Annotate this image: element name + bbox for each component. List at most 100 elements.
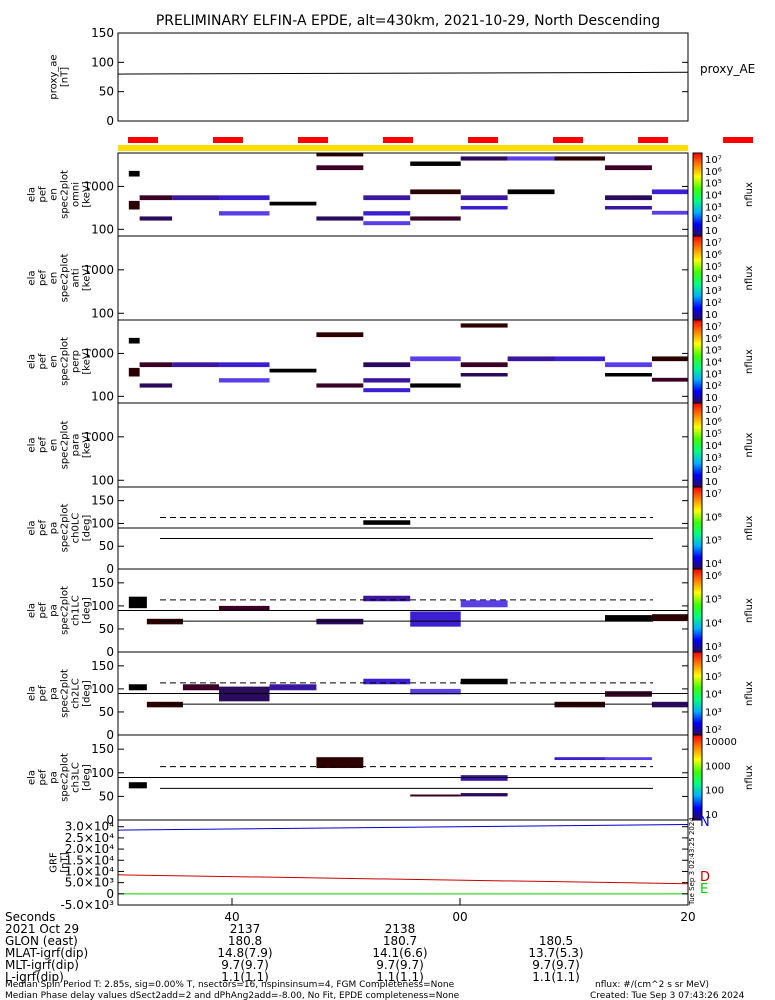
ephemeris-row-label: MLAT-igrf(dip) (5, 946, 88, 960)
y-tick-label: 0 (106, 562, 114, 576)
heatmap-cell (316, 383, 364, 388)
y-axis-label: pef (38, 437, 49, 454)
y-axis-label: spec2plot (60, 669, 71, 718)
y-axis-label: ela (27, 603, 38, 618)
colorbar-label: nflux (744, 349, 755, 374)
heatmap-cell (460, 600, 508, 608)
heatmap-cell (128, 200, 140, 210)
heatmap-cell (139, 362, 173, 368)
y-tick-label: 0 (106, 114, 114, 128)
y-axis-label: [keV] (82, 432, 93, 458)
y-axis-label: [keV] (82, 181, 93, 207)
colorbar-tick-label: 10⁵ (705, 179, 722, 190)
colorbar-tick-label: 10 (705, 477, 718, 488)
heatmap-cell (219, 378, 270, 383)
y-axis-label: pa (49, 604, 60, 616)
heatmap-cell (128, 367, 140, 377)
colorbar (692, 734, 703, 821)
heatmap-cell (507, 156, 555, 161)
colorbar-tick-label: 10⁵ (705, 262, 722, 273)
heatmap-cell (219, 362, 270, 368)
heatmap-cell (410, 383, 461, 388)
colorbar-tick-label: 10⁴ (705, 358, 722, 369)
heatmap-cell (651, 210, 688, 215)
colorbar-tick-label: 10⁶ (705, 167, 722, 178)
y-axis-label: pef (38, 602, 49, 619)
y-tick-label: 150 (91, 576, 114, 590)
heatmap-cell (410, 356, 461, 362)
heatmap-cell (128, 782, 147, 789)
heatmap-cell (363, 378, 411, 383)
y-axis-label: [deg] (82, 515, 93, 542)
y-axis-label: spec2plot (60, 421, 71, 470)
heatmap-cell (554, 757, 606, 761)
y-tick-label: 0 (106, 728, 114, 742)
vertical-timestamp: Tue Sep 3 02:43:25 2024 (688, 817, 696, 906)
ephemeris-value: 180.7 (383, 934, 417, 948)
colorbar-label: nflux (744, 182, 755, 207)
colorbar-tick-label: 10 (705, 310, 718, 321)
heatmap-cell (172, 195, 220, 201)
y-tick-label: 100 (91, 55, 114, 69)
y-axis-label: [nT] (60, 852, 71, 872)
colorbar-tick-label: 10² (705, 381, 722, 392)
heatmap-cell (139, 195, 173, 201)
y-tick-label: 0 (106, 813, 114, 827)
heatmap-cell (219, 211, 270, 216)
ephemeris-value: 9.7(9.7) (376, 958, 424, 972)
heatmap-cell (363, 221, 411, 226)
y-axis-label: en (49, 355, 60, 368)
y-tick-label: 5.0×10³ (65, 876, 114, 890)
colorbar-tick-label: 10⁶ (705, 571, 722, 582)
y-axis-label: spec2plot (60, 586, 71, 635)
colorbar-tick-label: 10 (705, 810, 718, 821)
panel-9: 05.0×10³1.0×10⁴1.5×10⁴2.0×10⁴2.5×10⁴3.0×… (49, 815, 711, 912)
ephemeris-value: 14.8(7.9) (217, 946, 272, 960)
heatmap-cell (460, 372, 508, 377)
heatmap-cell (651, 614, 688, 622)
y-tick-label: 50 (99, 539, 114, 553)
y-tick-label: 0 (106, 645, 114, 659)
x-tick-label: 20 (680, 910, 695, 924)
y-axis-label: perp (71, 350, 82, 373)
panel-frame (117, 819, 689, 906)
heatmap-cell (269, 201, 317, 206)
panel-frame (117, 32, 689, 122)
colorbar-tick-label: 10³ (705, 453, 722, 464)
y-axis-label: ela (27, 686, 38, 701)
ephemeris-value: 1.1(1.1) (376, 970, 424, 984)
x-tick-label: 00 (452, 910, 467, 924)
stripe-segment (638, 137, 669, 143)
y-tick-label: 1000 (83, 179, 114, 193)
heatmap-cell (363, 211, 411, 216)
y-axis-label: pef (38, 186, 49, 203)
heatmap-cell (460, 678, 508, 685)
x-tick-label: 40 (224, 910, 239, 924)
heatmap-cell (460, 156, 508, 161)
heatmap-cell (269, 368, 317, 373)
heatmap-cell (605, 757, 652, 761)
y-axis-label: pa (49, 687, 60, 699)
ephemeris-value: 13.7(5.3) (528, 946, 583, 960)
heatmap-cell (460, 362, 508, 368)
y-axis-label: anti (71, 268, 82, 287)
footer-created: Created: Tue Sep 3 07:43:26 2024 (590, 991, 745, 1000)
panel-6: 0 50 100 150 ela pef pa spec2plot ch1LC [deg] 10³ 1… (27, 568, 755, 659)
y-axis-label: spec2plot (60, 753, 71, 802)
colorbar (692, 402, 703, 488)
y-axis-label: pa (49, 522, 60, 534)
y-axis-label: ch0LC (71, 513, 82, 544)
legend-label-N: N (700, 815, 710, 830)
y-tick-label: 1.0×10⁴ (65, 864, 114, 878)
legend-label-D: D (700, 870, 710, 885)
heatmap-cell (651, 356, 688, 362)
y-tick-label: 0 (106, 887, 114, 901)
colorbar-tick-label: 10⁵ (705, 346, 722, 357)
colorbar-tick-label: 10³ (705, 642, 722, 653)
colorbar-tick-label: 10⁴ (705, 441, 722, 452)
colorbar-tick-label: 10⁴ (705, 191, 722, 202)
ephemeris-value: 180.5 (539, 934, 573, 948)
